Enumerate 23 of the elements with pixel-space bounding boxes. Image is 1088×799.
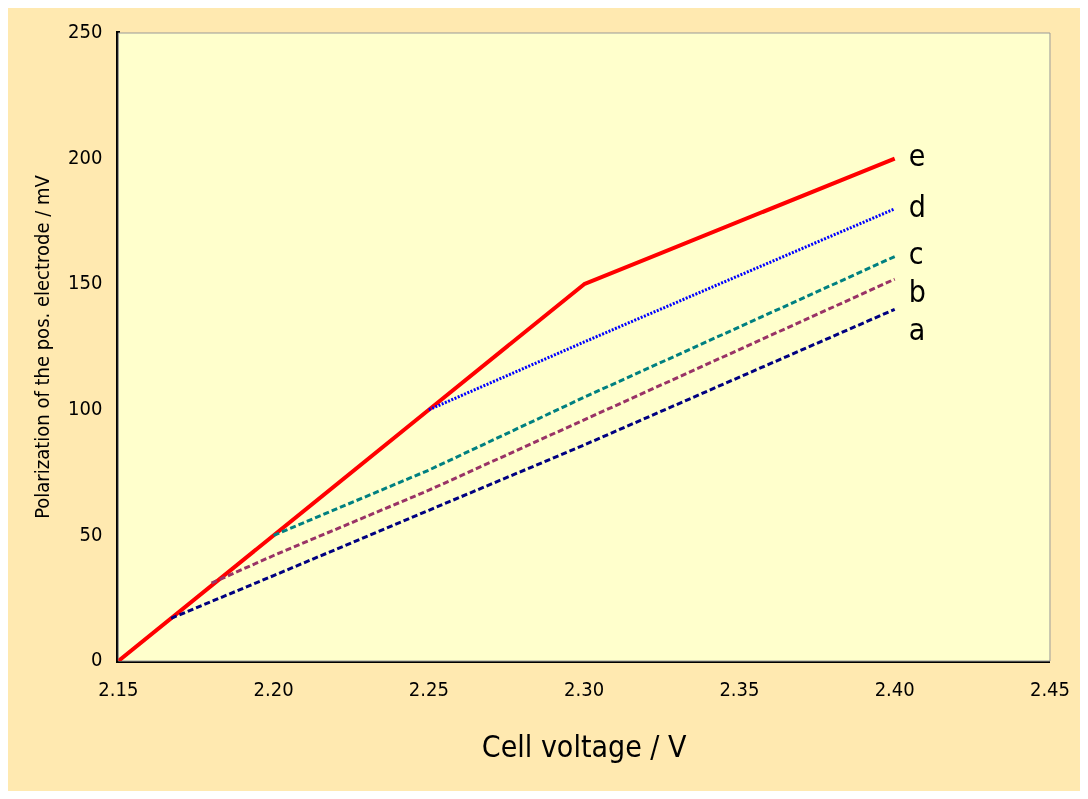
x-tick-label: 2.30 [564, 677, 605, 702]
y-tick-label: 0 [90, 647, 103, 672]
x-tick-label: 2.35 [719, 677, 760, 702]
y-tick-label: 100 [67, 396, 103, 420]
series-label: a [908, 312, 926, 348]
x-tick-label: 2.20 [253, 677, 294, 702]
x-axis-title: Cell voltage / V [481, 728, 687, 764]
line-series [272, 255, 897, 537]
x-tick-label: 2.25 [408, 677, 449, 702]
line-series [210, 277, 897, 585]
series-label: b [908, 274, 926, 310]
x-tick-label: 2.45 [1029, 677, 1071, 702]
y-tick-label: 200 [67, 144, 103, 169]
y-tick-label: 150 [67, 270, 103, 295]
y-tick-label: 50 [79, 521, 103, 546]
y-tick-label: 250 [67, 19, 103, 44]
series-label: e [908, 138, 926, 174]
series-label: d [908, 188, 926, 224]
line-series [169, 307, 897, 620]
x-tick-label: 2.15 [98, 677, 139, 702]
y-axis-title: Polarization of the pos. electrode / mV [30, 174, 55, 519]
x-tick-label: 2.40 [874, 677, 915, 702]
series-label: c [908, 236, 924, 272]
